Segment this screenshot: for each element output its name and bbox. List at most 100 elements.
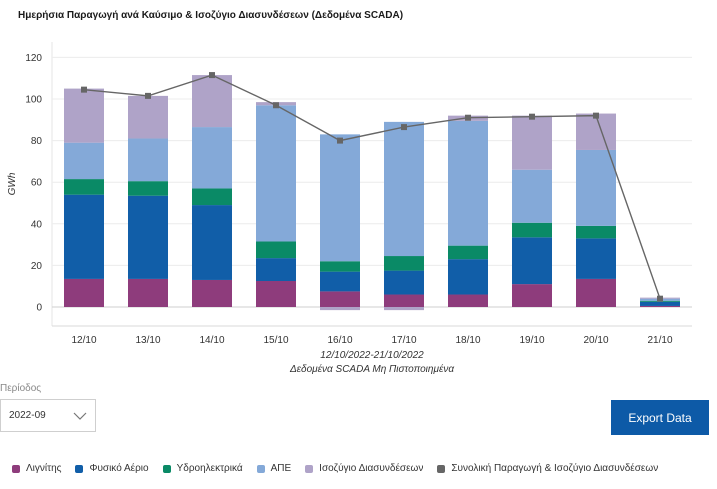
export-data-button[interactable]: Export Data <box>611 400 709 435</box>
bar-segment <box>576 149 616 226</box>
bar-segment <box>320 271 360 292</box>
total-marker <box>209 72 215 79</box>
y-tick-label: 20 <box>31 261 43 272</box>
y-tick-label: 100 <box>25 95 42 106</box>
bar-segment <box>384 121 424 257</box>
bar-segment <box>320 134 360 262</box>
labels-layer: 0 20 40 60 80 100 120 GWh 12/10 13/10 14/10 15/10 16… <box>7 53 673 375</box>
legend-swatch <box>75 464 84 473</box>
bar-segment <box>640 301 680 306</box>
x-axis-label-note: Δεδομένα SCADA Μη Πιστοποιημένα <box>289 363 454 375</box>
chart-title: Ημερήσια Παραγωγή ανά Καύσιμο & Ισοζύγιο… <box>18 10 404 21</box>
bar-segment <box>512 284 552 307</box>
y-tick-label: 80 <box>31 136 43 147</box>
bar-segment <box>256 105 296 242</box>
total-marker <box>593 112 599 119</box>
period-select[interactable]: 2022-09 <box>0 399 96 432</box>
y-tick-label: 120 <box>25 53 42 64</box>
x-tick-label: 21/10 <box>647 335 672 346</box>
total-marker <box>273 102 279 109</box>
bar-segment <box>448 294 488 307</box>
bars-layer <box>64 75 680 311</box>
bar-segment <box>448 245 488 260</box>
x-tick-label: 18/10 <box>455 335 480 346</box>
y-tick-label: 60 <box>31 178 43 189</box>
bar-segment <box>192 279 232 307</box>
legend-item[interactable]: Λιγνίτης <box>12 463 61 474</box>
y-axis-label: GWh <box>7 172 18 195</box>
legend-item[interactable]: Φυσικό Αέριο <box>75 463 149 474</box>
bar-segment <box>128 181 168 196</box>
bar-segment <box>512 169 552 223</box>
bar-segment <box>320 261 360 272</box>
bar-segment <box>512 222 552 238</box>
bar-segment <box>192 127 232 189</box>
period-select-value: 2022-09 <box>9 410 46 421</box>
bar-segment <box>128 195 168 279</box>
x-tick-label: 12/10 <box>71 335 96 346</box>
bar-segment <box>64 88 104 143</box>
bar-segment <box>256 258 296 281</box>
x-tick-label: 13/10 <box>135 335 160 346</box>
bar-segment <box>512 237 552 285</box>
bar-segment <box>64 194 104 279</box>
chart: 0 20 40 60 80 100 120 GWh 12/10 13/10 14/10 15/10 16… <box>7 42 692 375</box>
bar-segment <box>256 281 296 307</box>
bar-segment <box>448 259 488 295</box>
total-marker <box>465 114 471 121</box>
legend-label: Υδροηλεκτρικά <box>176 463 243 474</box>
bar-segment <box>64 179 104 195</box>
chevron-down-icon <box>73 412 87 420</box>
total-marker <box>529 113 535 120</box>
bar-segment <box>384 294 424 307</box>
legend-swatch <box>256 464 265 473</box>
bar-segment <box>128 138 168 182</box>
legend-label: Συνολική Παραγωγή & Ισοζύγιο Διασυνδέσεω… <box>451 463 659 474</box>
x-tick-label: 16/10 <box>327 335 352 346</box>
bar-segment <box>192 75 232 128</box>
bar-segment <box>576 113 616 150</box>
total-marker <box>145 92 151 99</box>
x-tick-label: 19/10 <box>519 335 544 346</box>
bar-segment <box>256 241 296 259</box>
y-tick-label: 40 <box>31 219 43 230</box>
legend-swatch <box>437 464 446 473</box>
bar-segment <box>192 188 232 206</box>
total-marker <box>337 137 343 144</box>
bar-segment <box>576 278 616 307</box>
bar-segment <box>384 307 424 311</box>
legend-item[interactable]: Συνολική Παραγωγή & Ισοζύγιο Διασυνδέσεω… <box>437 463 658 474</box>
legend-label: ΑΠΕ <box>270 463 292 474</box>
bar-segment <box>128 95 168 139</box>
legend-swatch <box>305 464 314 473</box>
x-tick-label: 17/10 <box>391 335 416 346</box>
bar-segment <box>192 205 232 280</box>
total-marker <box>401 124 407 131</box>
bar-segment <box>384 270 424 295</box>
bar-segment <box>320 291 360 307</box>
legend-swatch <box>12 464 20 473</box>
y-tick-label: 0 <box>36 303 42 314</box>
legend-item[interactable]: Ισοζύγιο Διασυνδέσεων <box>305 463 423 474</box>
legend-item[interactable]: ΑΠΕ <box>256 463 292 474</box>
legend-label: Ισοζύγιο Διασυνδέσεων <box>319 463 424 474</box>
total-marker <box>657 295 663 302</box>
bar-segment <box>384 256 424 271</box>
legend-item[interactable]: Υδροηλεκτρικά <box>162 463 243 474</box>
line-layer <box>81 72 663 302</box>
bar-segment <box>640 305 680 307</box>
legend-swatch <box>162 464 171 473</box>
legend-label: Λιγνίτης <box>26 463 62 474</box>
total-line <box>83 74 661 299</box>
period-label: Περίοδος <box>0 383 42 394</box>
x-axis-label-range: 12/10/2022-21/10/2022 <box>320 350 424 361</box>
bar-segment <box>320 307 360 311</box>
bar-segment <box>576 225 616 239</box>
x-tick-label: 14/10 <box>199 335 224 346</box>
bar-segment <box>64 142 104 180</box>
legend: Λιγνίτης Φυσικό Αέριο Υδροηλεκτρικά ΑΠΕ Ισοζ… <box>12 463 672 474</box>
x-tick-label: 20/10 <box>583 335 608 346</box>
total-marker <box>81 86 87 93</box>
x-tick-label: 15/10 <box>263 335 288 346</box>
legend-label: Φυσικό Αέριο <box>89 463 149 474</box>
